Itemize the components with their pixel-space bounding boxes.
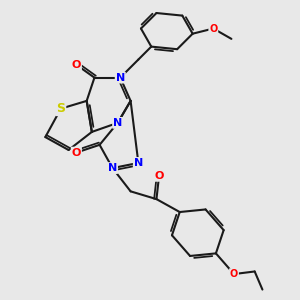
Text: S: S (56, 102, 65, 115)
Text: N: N (134, 158, 143, 168)
Text: O: O (230, 269, 238, 279)
Text: O: O (72, 148, 81, 158)
Text: O: O (154, 171, 164, 181)
Text: N: N (113, 118, 122, 128)
Text: O: O (72, 60, 81, 70)
Text: N: N (108, 163, 117, 173)
Text: O: O (209, 23, 218, 34)
Text: N: N (116, 73, 125, 82)
